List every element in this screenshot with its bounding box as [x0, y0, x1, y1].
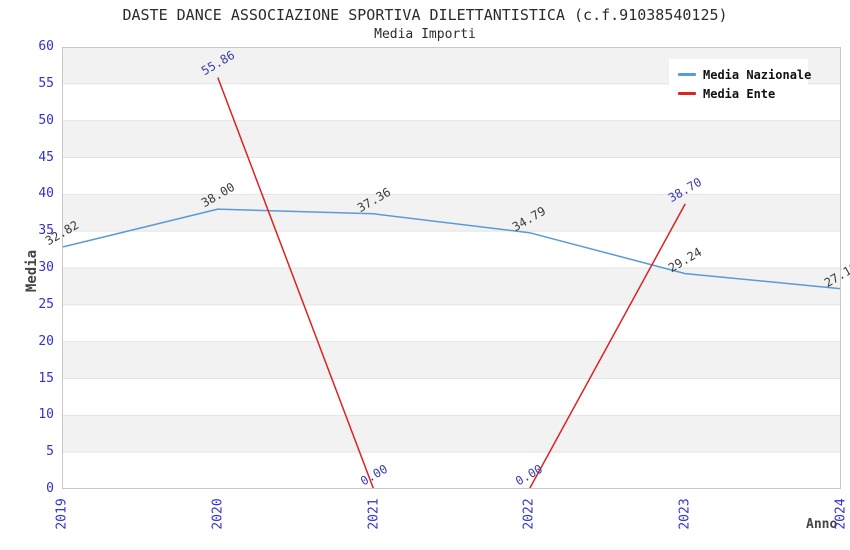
plot-canvas	[62, 47, 841, 489]
chart-subtitle: Media Importi	[374, 27, 476, 42]
legend-swatch-media-nazionale	[678, 73, 696, 76]
series-line-1	[217, 77, 686, 489]
y-tick-label: 10	[38, 407, 54, 423]
plot-frame	[62, 47, 841, 489]
y-tick-label: 55	[38, 75, 54, 91]
plot-band	[62, 304, 841, 342]
y-tick-label: 35	[38, 223, 54, 239]
x-tick-label: 2023	[677, 498, 693, 530]
plot-band	[62, 231, 841, 268]
legend-item-media-ente: Media Ente	[678, 84, 808, 103]
plot-area	[62, 47, 841, 489]
legend: Media Nazionale Media Ente	[669, 59, 812, 108]
chart-title: DASTE DANCE ASSOCIAZIONE SPORTIVA DILETT…	[122, 6, 728, 24]
y-tick-label: 5	[46, 444, 54, 460]
plot-band	[62, 157, 841, 195]
legend-swatch-media-ente	[678, 92, 696, 95]
y-tick-label: 60	[38, 39, 54, 54]
x-tick-label: 2021	[366, 498, 382, 530]
plot-band	[62, 452, 841, 489]
plot-band	[62, 378, 841, 416]
y-tick-label: 45	[38, 149, 54, 165]
plot-band	[62, 120, 841, 158]
legend-item-media-nazionale: Media Nazionale	[678, 65, 812, 84]
x-tick-label: 2024	[833, 498, 849, 530]
plot-band	[62, 341, 841, 379]
y-tick-label: 15	[38, 370, 54, 386]
series-line-0	[62, 208, 841, 290]
y-tick-label: 25	[38, 296, 54, 312]
legend-label-media-ente: Media Ente	[703, 86, 776, 101]
y-tick-label: 50	[38, 112, 54, 128]
plot-band	[62, 268, 841, 305]
legend-label-media-nazionale: Media Nazionale	[703, 67, 812, 82]
y-tick-label: 20	[38, 333, 54, 349]
plot-band	[62, 415, 841, 453]
x-tick-label: 2020	[210, 498, 226, 530]
x-axis-title: Anno	[806, 517, 838, 532]
x-tick-label: 2019	[54, 498, 70, 530]
y-tick-label: 0	[46, 481, 54, 496]
x-tick-label: 2022	[521, 498, 537, 530]
y-tick-label: 30	[38, 260, 54, 275]
plot-band	[62, 194, 841, 232]
y-tick-label: 40	[38, 186, 54, 202]
